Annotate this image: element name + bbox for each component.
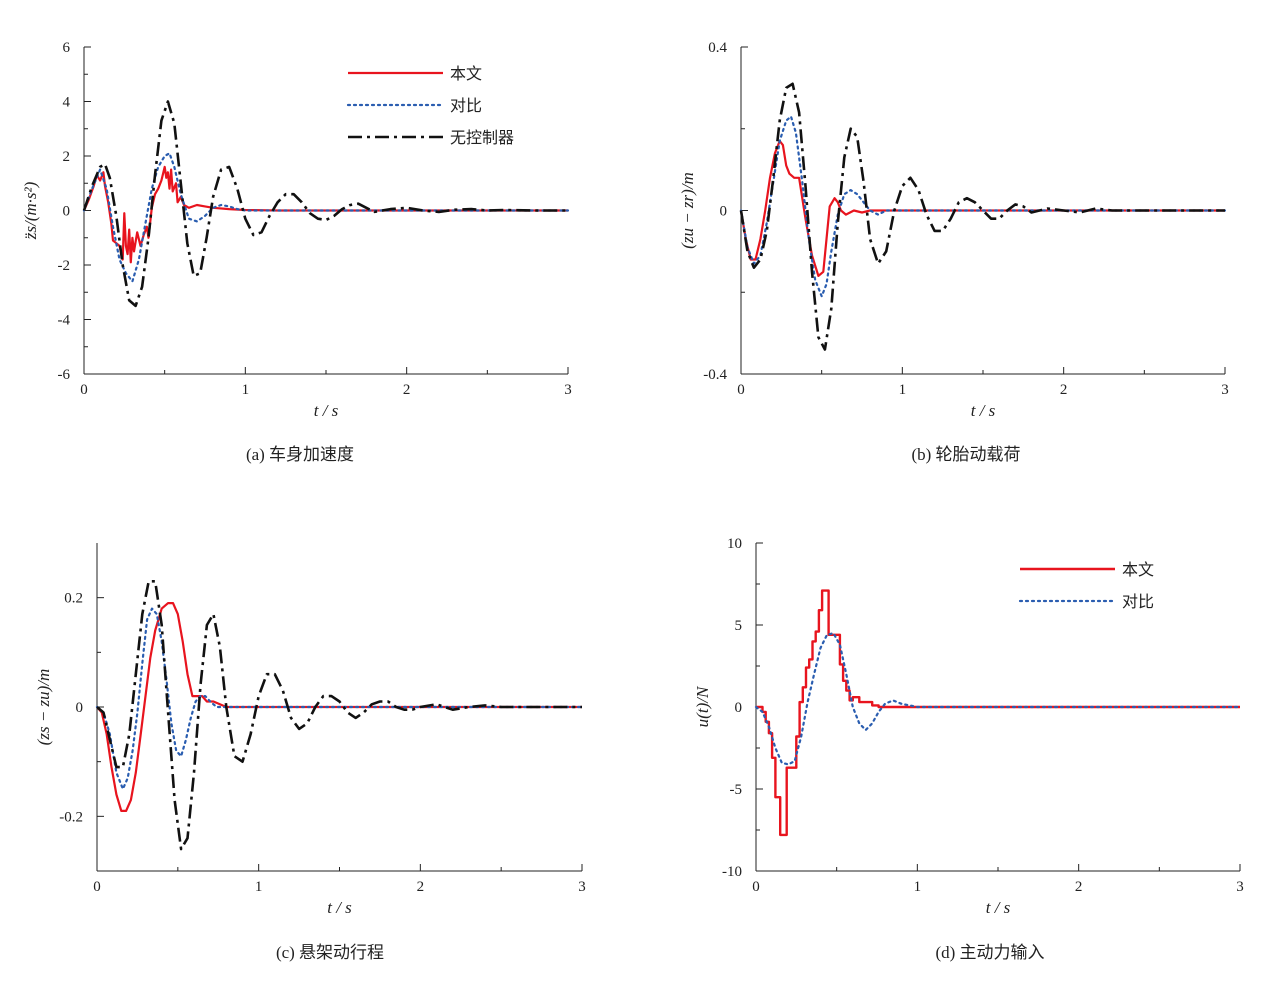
x-axis-label: t / s bbox=[327, 898, 352, 917]
chart-panel-b: 0 1 2 3 -0.4 0 0.4 t / s (zu − zr)/m (b) 轮胎动载荷 bbox=[678, 40, 1229, 464]
y-tick-label: -0.4 bbox=[703, 367, 727, 383]
x-tick-label: 1 bbox=[242, 382, 250, 398]
legend-label: 本文 bbox=[450, 64, 482, 83]
series-line-dashdot bbox=[739, 82, 1225, 351]
y-tick-label: -5 bbox=[730, 782, 743, 798]
y-tick-label: -10 bbox=[722, 864, 742, 880]
y-tick-label: 0.4 bbox=[708, 40, 727, 56]
y-tick-label: -2 bbox=[58, 258, 71, 274]
legend-label: 本文 bbox=[1122, 560, 1154, 579]
y-tick-label: 0 bbox=[63, 204, 71, 220]
panel-caption: (b) 轮胎动载荷 bbox=[911, 445, 1020, 464]
y-axis-label: z̈s/(m·s²) bbox=[21, 181, 40, 240]
series-line-dotted bbox=[82, 152, 570, 283]
y-tick-label: 5 bbox=[735, 618, 743, 634]
y-tick-label: -4 bbox=[58, 313, 71, 329]
x-tick-label: 2 bbox=[1060, 382, 1068, 398]
panel-caption: (a) 车身加速度 bbox=[246, 445, 354, 464]
x-tick-label: 1 bbox=[899, 382, 907, 398]
series-line-dotted bbox=[95, 607, 584, 791]
y-tick-label: 0 bbox=[720, 204, 728, 220]
x-tick-label: 0 bbox=[80, 382, 88, 398]
x-tick-label: 0 bbox=[752, 879, 760, 895]
y-tick-label: 6 bbox=[63, 40, 71, 56]
x-axis-label: t / s bbox=[986, 898, 1011, 917]
y-tick-label: 4 bbox=[63, 95, 71, 111]
chart-panel-a: 0 1 2 3 -6 -4 -2 0 2 4 6 t / s z̈s/(m·s²) (a) 车身加速度 本文… bbox=[21, 40, 572, 464]
x-tick-label: 3 bbox=[1236, 879, 1244, 895]
x-tick-label: 2 bbox=[403, 382, 411, 398]
y-axis-label: (zu − zr)/m bbox=[678, 172, 697, 249]
series-line-solid-step bbox=[756, 589, 1240, 837]
x-tick-label: 0 bbox=[93, 879, 101, 895]
y-tick-label: 10 bbox=[727, 536, 742, 552]
x-tick-label: 0 bbox=[737, 382, 745, 398]
series-line-solid bbox=[82, 165, 568, 264]
legend-label: 无控制器 bbox=[450, 128, 514, 147]
y-tick-label: -0.2 bbox=[59, 809, 83, 825]
x-axis-label: t / s bbox=[314, 401, 339, 420]
legend-label: 对比 bbox=[450, 96, 482, 115]
x-tick-label: 2 bbox=[1075, 879, 1083, 895]
series-line-dotted bbox=[754, 632, 1242, 766]
x-tick-label: 3 bbox=[578, 879, 586, 895]
y-tick-label: 0 bbox=[735, 700, 743, 716]
y-axis-label: (zs − zu)/m bbox=[34, 669, 53, 746]
x-tick-label: 3 bbox=[1221, 382, 1229, 398]
x-tick-label: 3 bbox=[564, 382, 572, 398]
series-line-dashdot bbox=[82, 100, 568, 308]
panel-caption: (d) 主动力输入 bbox=[935, 943, 1044, 962]
panel-caption: (c) 悬架动行程 bbox=[276, 943, 384, 962]
x-tick-label: 1 bbox=[914, 879, 922, 895]
series-line-dashdot bbox=[96, 579, 582, 851]
x-tick-label: 2 bbox=[417, 879, 425, 895]
series-line-solid bbox=[739, 139, 1225, 277]
y-axis-label: u(t)/N bbox=[693, 685, 712, 727]
series-line-dotted bbox=[739, 115, 1227, 298]
x-tick-label: 1 bbox=[255, 879, 263, 895]
y-tick-label: 0 bbox=[76, 700, 84, 716]
legend-label: 对比 bbox=[1122, 592, 1154, 611]
chart-panel-c: 0 1 2 3 -0.2 0 0.2 t / s (zs − zu)/m (c) 悬架动行程 bbox=[34, 543, 586, 962]
y-tick-label: -6 bbox=[58, 367, 71, 383]
x-axis-label: t / s bbox=[971, 401, 996, 420]
y-tick-label: 2 bbox=[63, 149, 71, 165]
y-tick-label: 0.2 bbox=[64, 591, 83, 607]
